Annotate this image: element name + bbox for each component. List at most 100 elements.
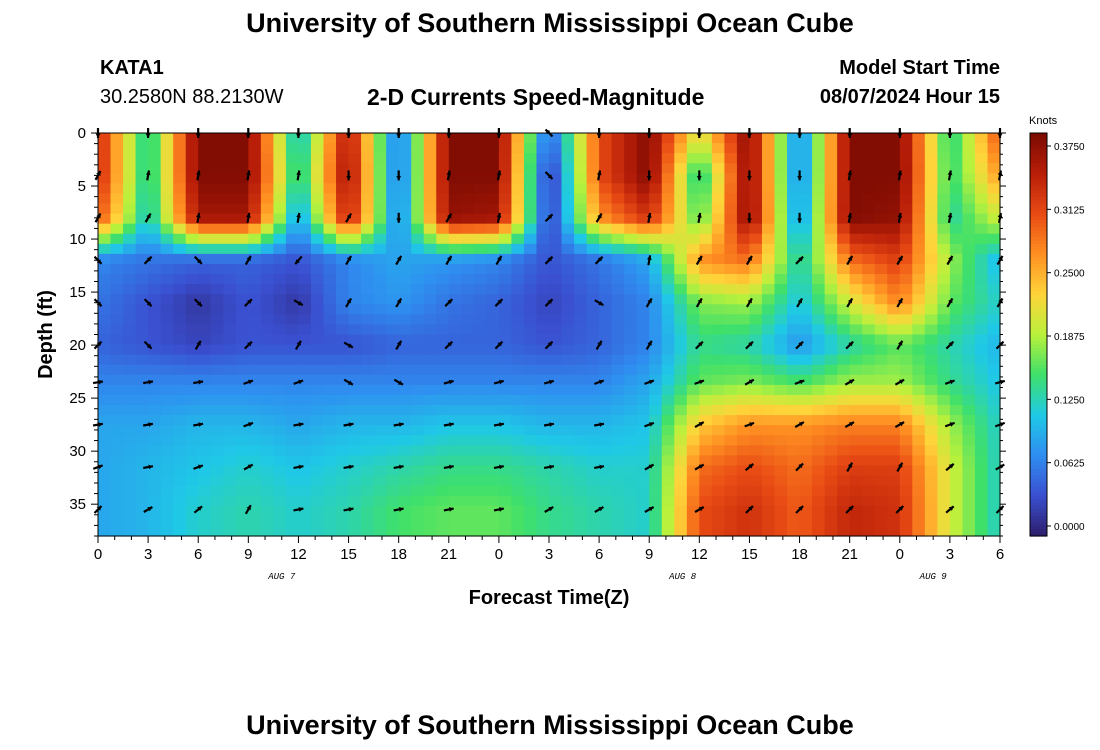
heatmap-cell: [849, 344, 863, 356]
heatmap-cell: [536, 334, 550, 346]
heatmap-cell: [862, 405, 876, 416]
heatmap-cell: [674, 163, 688, 174]
heatmap-cell: [761, 233, 776, 245]
heatmap-cell: [260, 394, 274, 406]
heatmap-cell: [185, 223, 199, 235]
heatmap-cell: [285, 193, 300, 205]
heatmap-cell: [436, 425, 450, 436]
heatmap-cell: [473, 183, 487, 195]
heatmap-cell: [411, 253, 425, 265]
heatmap-cell: [198, 263, 212, 275]
current-arrow: [594, 379, 605, 385]
heatmap-cell: [135, 394, 149, 406]
heatmap-cell: [624, 263, 638, 275]
heatmap-cell: [273, 374, 287, 386]
heatmap-cell: [711, 465, 725, 477]
colorbar-segment: [1030, 247, 1047, 252]
heatmap-cell: [962, 364, 976, 376]
heatmap-cell: [373, 334, 387, 346]
heatmap-cell: [736, 284, 751, 295]
heatmap-cell: [511, 263, 525, 275]
heatmap-cell: [774, 485, 788, 497]
heatmap-cell: [498, 475, 513, 487]
heatmap-cell: [849, 415, 863, 426]
heatmap-cell: [273, 223, 287, 235]
heatmap-cell: [736, 475, 751, 487]
heatmap-cell: [110, 354, 124, 366]
heatmap-cell: [974, 294, 989, 305]
heatmap-cell: [837, 173, 851, 184]
heatmap-cell: [461, 505, 475, 517]
heatmap-cell: [436, 394, 450, 406]
heatmap-cell: [686, 485, 700, 497]
x-axis-label: Forecast Time(Z): [469, 587, 630, 609]
heatmap-cell: [574, 344, 588, 356]
heatmap-cell: [787, 173, 801, 184]
heatmap-cell: [812, 294, 826, 305]
heatmap-cell: [336, 223, 350, 235]
current-arrow: [345, 212, 353, 223]
heatmap-cell: [361, 193, 375, 205]
heatmap-cell: [711, 354, 725, 366]
heatmap-cell: [624, 354, 638, 366]
heatmap-cell: [761, 405, 776, 416]
heatmap-cell: [198, 203, 212, 215]
heatmap-cell: [336, 465, 350, 477]
heatmap-cell: [148, 505, 162, 517]
heatmap-cell: [549, 354, 563, 366]
heatmap-cell: [248, 515, 262, 527]
heatmap-cell: [323, 173, 337, 184]
heatmap-cell: [774, 304, 788, 315]
heatmap-cell: [498, 143, 513, 154]
heatmap-cell: [148, 133, 162, 144]
heatmap-cell: [273, 294, 287, 305]
heatmap-cell: [123, 505, 137, 517]
heatmap-cell: [285, 294, 300, 305]
heatmap-cell: [411, 505, 425, 517]
heatmap-cell: [310, 415, 325, 426]
heatmap-cell: [937, 143, 951, 154]
heatmap-cell: [774, 384, 788, 396]
heatmap-cell: [661, 525, 675, 537]
heatmap-cell: [411, 324, 425, 336]
heatmap-cell: [974, 384, 989, 396]
heatmap-cell: [336, 163, 350, 174]
heatmap-cell: [899, 213, 913, 225]
heatmap-cell: [323, 284, 337, 295]
colorbar-segment: [1030, 267, 1047, 272]
heatmap-cell: [874, 263, 888, 275]
heatmap-cell: [148, 475, 162, 487]
heatmap-cell: [148, 515, 162, 527]
heatmap-cell: [949, 304, 964, 315]
heatmap-cell: [160, 334, 174, 346]
heatmap-cell: [285, 515, 300, 527]
current-arrow: [945, 340, 955, 350]
heatmap-cell: [561, 243, 575, 255]
heatmap-cell: [549, 203, 563, 215]
heatmap-cell: [473, 455, 487, 467]
heatmap-cell: [523, 445, 538, 456]
heatmap-cell: [862, 243, 876, 255]
heatmap-cell: [649, 485, 663, 497]
heatmap-cell: [787, 445, 801, 456]
heatmap-cell: [398, 243, 412, 255]
heatmap-cell: [812, 515, 826, 527]
heatmap-cell: [874, 445, 888, 456]
heatmap-cell: [799, 294, 813, 305]
heatmap-cell: [98, 284, 112, 295]
heatmap-cell: [874, 435, 888, 446]
heatmap-cell: [273, 425, 287, 436]
current-arrow: [343, 464, 354, 470]
heatmap-cell: [799, 223, 813, 235]
heatmap-cell: [674, 425, 688, 436]
heatmap-cell: [761, 485, 776, 497]
heatmap-cell: [787, 314, 801, 326]
heatmap-cell: [436, 475, 450, 487]
heatmap-cell: [749, 515, 763, 527]
heatmap-cell: [987, 304, 1001, 315]
heatmap-cell: [686, 213, 700, 225]
heatmap-cell: [398, 153, 412, 164]
heatmap-cell: [336, 374, 350, 386]
heatmap-cell: [761, 515, 776, 527]
heatmap-cell: [949, 344, 964, 356]
